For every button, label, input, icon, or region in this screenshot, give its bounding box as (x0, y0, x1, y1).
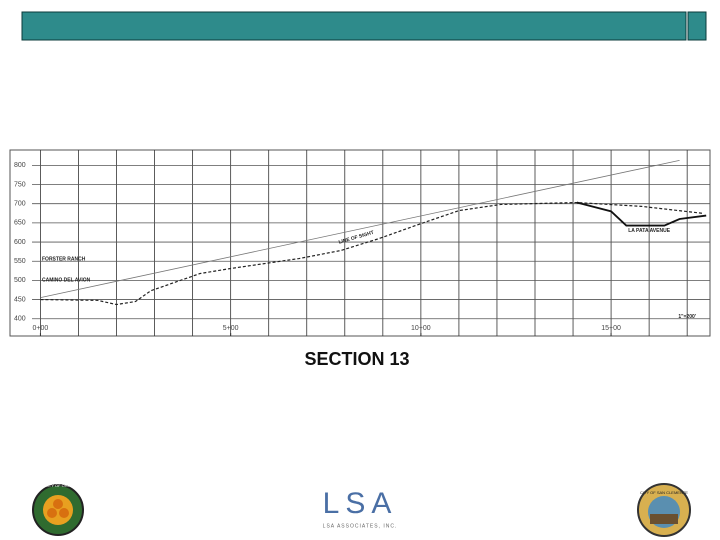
y-tick-label: 750 (14, 181, 26, 188)
y-tick-label: 400 (14, 316, 26, 323)
y-tick-label: 700 (14, 201, 26, 208)
logo-center: LSA LSA ASSOCIATES, INC. (323, 487, 398, 529)
header-box (687, 11, 707, 41)
x-tick-label: 10+00 (411, 325, 431, 332)
x-tick-label: 15+00 (601, 325, 621, 332)
seal-left: COUNTY OF ORANGE (32, 483, 84, 536)
y-tick-label: 500 (14, 277, 26, 284)
y-tick-label: 800 (14, 162, 26, 169)
seal-text: CITY OF SAN CLEMENTE (640, 490, 688, 495)
logo-text: LSA (323, 487, 398, 520)
chart-title: SECTION 13 (304, 349, 409, 369)
header-bar (21, 11, 687, 41)
series-line (40, 159, 680, 299)
annotation: LA PATA AVENUE (628, 228, 671, 234)
x-tick-label: 0+00 (33, 325, 49, 332)
seal-right: CITY OF SAN CLEMENTE (637, 483, 691, 537)
annotation: FORSTER RANCH (42, 257, 86, 263)
y-tick-label: 600 (14, 239, 26, 246)
annotation: 1"=200' (678, 314, 696, 320)
x-tick-label: 5+00 (223, 325, 239, 332)
series-line (40, 201, 703, 306)
y-tick-label: 550 (14, 258, 26, 265)
chart: 400 450 500 550 600 650 700 750 800 0+00 5+00 10+00… (9, 149, 711, 337)
series-line (576, 201, 707, 227)
logo-subtext: LSA ASSOCIATES, INC. (323, 523, 398, 529)
annotation: CAMINO DEL AVION (42, 278, 91, 284)
seal-text: COUNTY OF ORANGE (37, 483, 79, 488)
plot-frame (9, 149, 711, 337)
y-tick-label: 450 (14, 296, 26, 303)
y-tick-label: 650 (14, 220, 26, 227)
